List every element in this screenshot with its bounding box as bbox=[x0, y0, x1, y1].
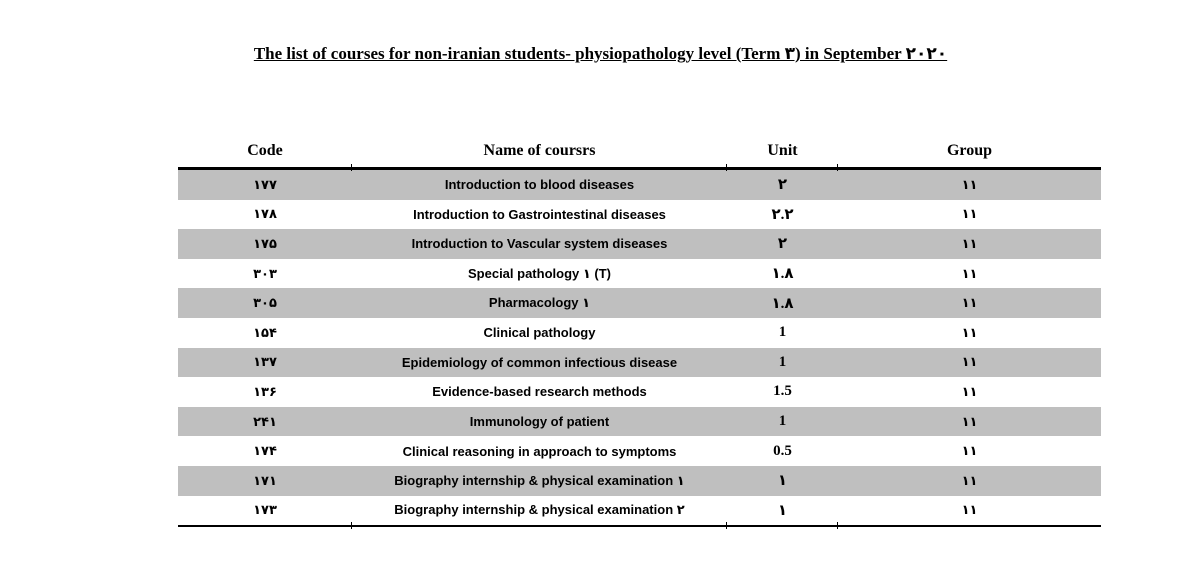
col-header-unit: Unit bbox=[727, 134, 838, 170]
course-code: ۱۳۷ bbox=[178, 347, 352, 378]
course-name: Introduction to Vascular system diseases bbox=[352, 229, 727, 259]
course-name: Biography internship & physical examinat… bbox=[352, 465, 727, 496]
table-row: ۱۳۷ Epidemiology of common infectious di… bbox=[178, 347, 1101, 378]
table-row: ۱۷۵ Introduction to Vascular system dise… bbox=[178, 229, 1101, 259]
table-row: ۳۰۳ Special pathology ۱ (T) ۱.۸ ۱۱ bbox=[178, 259, 1101, 289]
course-unit: 1 bbox=[778, 324, 787, 341]
course-code: ۱۷۷ bbox=[178, 168, 352, 200]
table-row: ۱۷۱ Biography internship & physical exam… bbox=[178, 465, 1101, 496]
course-code: ۳۰۵ bbox=[178, 288, 352, 318]
course-unit: 1.5 bbox=[773, 383, 792, 400]
course-group: ۱۱ bbox=[838, 465, 1101, 496]
course-group: ۱۱ bbox=[838, 406, 1101, 437]
course-unit: ۱.۸ bbox=[771, 266, 794, 283]
course-unit: 0.5 bbox=[773, 442, 792, 459]
course-unit: ۱.۸ bbox=[727, 288, 838, 318]
document-title-text: The list of courses for non-iranian stud… bbox=[253, 44, 948, 63]
column-tick bbox=[726, 164, 727, 171]
course-name: Introduction to blood diseases bbox=[352, 168, 727, 200]
course-group: ۱۱ bbox=[961, 502, 978, 518]
course-name: Immunology of patient bbox=[352, 406, 727, 437]
course-name: Clinical reasoning in approach to sympto… bbox=[402, 443, 677, 459]
course-unit: ۲ bbox=[727, 229, 838, 259]
course-code: ۳۰۳ bbox=[253, 265, 277, 281]
course-name: Epidemiology of common infectious diseas… bbox=[352, 347, 727, 378]
course-code: ۲۴۱ bbox=[178, 406, 352, 437]
course-name: Evidence-based research methods bbox=[432, 384, 647, 400]
table-row: ۱۷۸ Introduction to Gastrointestinal dis… bbox=[178, 200, 1101, 230]
course-code: ۱۷۸ bbox=[253, 206, 277, 222]
course-group: ۱۱ bbox=[961, 206, 978, 222]
course-group: ۱۱ bbox=[838, 347, 1101, 378]
course-name: Clinical pathology bbox=[483, 325, 596, 341]
table-row: ۳۰۵ Pharmacology ۱ ۱.۸ ۱۱ bbox=[178, 288, 1101, 318]
course-table: Code Name of coursrs Unit Group ۱۷۷ Intr… bbox=[178, 134, 1101, 528]
course-name: Special pathology ۱ (T) bbox=[468, 265, 611, 281]
column-tick bbox=[726, 522, 727, 529]
col-header-code: Code bbox=[178, 134, 352, 170]
course-unit: ۲ bbox=[727, 168, 838, 200]
column-tick bbox=[351, 164, 352, 171]
document-title: The list of courses for non-iranian stud… bbox=[0, 44, 1201, 64]
course-code: ۱۷۴ bbox=[253, 443, 277, 459]
course-code: ۱۷۵ bbox=[178, 229, 352, 259]
course-group: ۱۱ bbox=[961, 383, 978, 399]
table-row: ۱۷۳ Biography internship & physical exam… bbox=[178, 496, 1101, 527]
column-tick bbox=[351, 522, 352, 529]
course-group: ۱۱ bbox=[961, 324, 978, 340]
column-tick bbox=[837, 164, 838, 171]
course-table-body: ۱۷۷ Introduction to blood diseases ۲ ۱۱ … bbox=[178, 168, 1101, 527]
course-unit: ۲.۲ bbox=[771, 206, 794, 223]
course-unit: 1 bbox=[727, 347, 838, 378]
table-row: ۱۷۷ Introduction to blood diseases ۲ ۱۱ bbox=[178, 168, 1101, 200]
course-group: ۱۱ bbox=[961, 265, 978, 281]
course-code: ۱۷۱ bbox=[178, 465, 352, 496]
course-unit: ۱ bbox=[727, 465, 838, 496]
course-unit: 1 bbox=[727, 406, 838, 437]
course-unit: ۱ bbox=[777, 502, 788, 519]
column-tick bbox=[837, 522, 838, 529]
course-group: ۱۱ bbox=[838, 168, 1101, 200]
col-header-name: Name of coursrs bbox=[352, 134, 727, 170]
col-header-group: Group bbox=[838, 134, 1101, 170]
header-row: Code Name of coursrs Unit Group bbox=[178, 134, 1101, 170]
course-table-container: Code Name of coursrs Unit Group ۱۷۷ Intr… bbox=[178, 134, 1101, 529]
table-row: ۱۷۴ Clinical reasoning in approach to sy… bbox=[178, 436, 1101, 466]
course-group: ۱۱ bbox=[838, 288, 1101, 318]
table-row: ۲۴۱ Immunology of patient 1 ۱۱ bbox=[178, 406, 1101, 437]
table-row: ۱۳۶ Evidence-based research methods 1.5 … bbox=[178, 377, 1101, 407]
table-row: ۱۵۴ Clinical pathology 1 ۱۱ bbox=[178, 318, 1101, 348]
course-group: ۱۱ bbox=[961, 443, 978, 459]
course-name: Introduction to Gastrointestinal disease… bbox=[413, 206, 666, 222]
course-code: ۱۷۳ bbox=[253, 502, 277, 518]
course-code: ۱۳۶ bbox=[253, 383, 277, 399]
course-group: ۱۱ bbox=[838, 229, 1101, 259]
course-name: Pharmacology ۱ bbox=[352, 288, 727, 318]
course-table-header: Code Name of coursrs Unit Group bbox=[178, 134, 1101, 170]
course-code: ۱۵۴ bbox=[253, 324, 277, 340]
course-name: Biography internship & physical examinat… bbox=[394, 502, 685, 518]
